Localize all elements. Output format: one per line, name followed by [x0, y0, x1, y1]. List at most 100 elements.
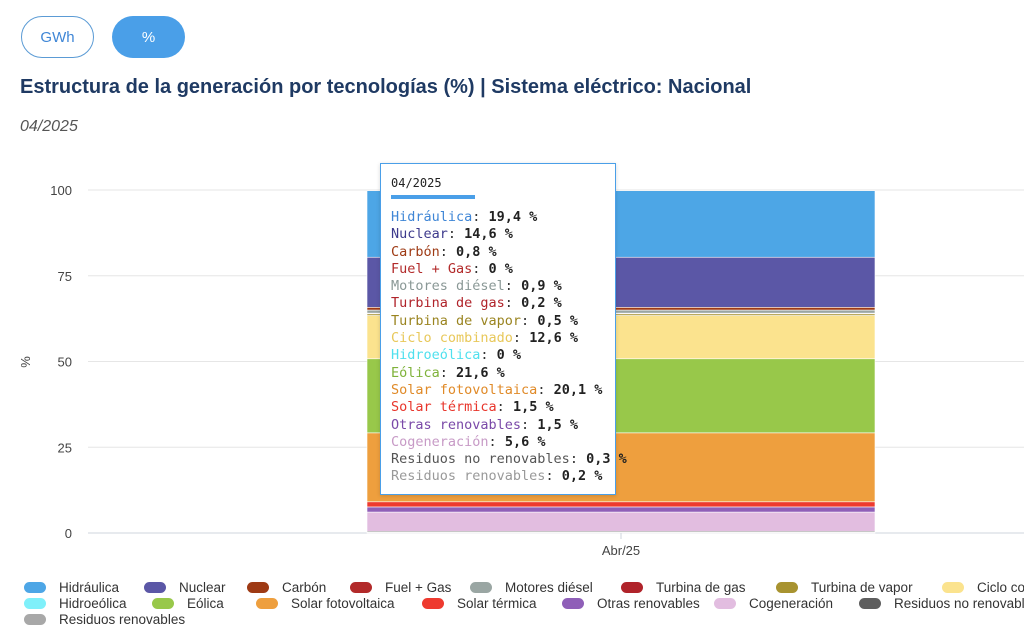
tooltip-row: Solar fotovoltaica: 20,1 %	[391, 382, 615, 399]
legend-swatch-icon	[24, 614, 46, 625]
gwh-toggle-button[interactable]: GWh	[21, 16, 94, 58]
y-tick-label: 100	[50, 183, 72, 198]
tooltip-series-value: 0,2 %	[521, 295, 562, 312]
legend-item[interactable]: Cogeneración	[714, 596, 833, 611]
legend-item[interactable]: Eólica	[152, 596, 224, 611]
tooltip-row: Fuel + Gas: 0 %	[391, 261, 615, 278]
legend-item[interactable]: Fuel + Gas	[350, 580, 451, 595]
tooltip-separator: :	[472, 209, 489, 225]
legend-label: Turbina de vapor	[811, 580, 913, 595]
tooltip-separator: :	[545, 468, 562, 485]
tooltip-series-value: 0 %	[496, 347, 522, 364]
legend-item[interactable]: Solar térmica	[422, 596, 537, 611]
legend-label: Eólica	[187, 596, 224, 611]
legend-item[interactable]: Turbina de vapor	[776, 580, 913, 595]
tooltip-series-name: Nuclear	[391, 226, 448, 243]
tooltip-row: Ciclo combinado: 12,6 %	[391, 330, 615, 347]
tooltip-date: 04/2025	[391, 176, 442, 190]
legend-item[interactable]: Carbón	[247, 580, 326, 595]
legend-label: Solar térmica	[457, 596, 537, 611]
tooltip-rows: Hidráulica: 19,4 % Nuclear: 14,6 % Carbón:…	[391, 209, 627, 486]
percent-toggle-button[interactable]: %	[112, 16, 185, 58]
legend-label: Residuos renovables	[59, 612, 186, 627]
legend-item[interactable]: Motores diésel	[470, 580, 593, 595]
bar-segment	[366, 501, 876, 508]
legend-swatch-icon	[422, 598, 444, 609]
legend-item[interactable]: Residuos renovables	[24, 612, 185, 627]
tooltip-row: Carbón: 0,8 %	[391, 244, 615, 261]
legend-swatch-icon	[470, 582, 492, 593]
tooltip-series-name: Hidráulica	[391, 209, 473, 225]
legend-row: Hidroeólica Eólica Solar fotovoltaica Solar…	[24, 596, 1024, 612]
legend-label: Nuclear	[179, 580, 226, 595]
legend-swatch-icon	[942, 582, 964, 593]
tooltip-row: Otras renovables: 1,5 %	[391, 417, 615, 434]
legend-item[interactable]: Nuclear	[144, 580, 226, 595]
tooltip-series-name: Ciclo combinado	[391, 330, 513, 347]
legend-swatch-icon	[247, 582, 269, 593]
tooltip-series-name: Solar térmica	[391, 399, 497, 416]
tooltip-series-value: 0,8 %	[456, 243, 497, 260]
legend-item[interactable]: Hidroeólica	[24, 596, 127, 611]
y-tick-label: 0	[65, 526, 72, 541]
legend-row: Hidráulica Nuclear Carbón Fuel + Gas Motores…	[24, 580, 1024, 596]
tooltip-separator: :	[480, 347, 497, 364]
tooltip-separator: :	[521, 312, 538, 329]
tooltip-series-name: Carbón	[391, 243, 440, 260]
tooltip-series-value: 0,5 %	[537, 312, 578, 329]
tooltip-separator: :	[439, 364, 457, 381]
legend-item[interactable]: Hidráulica	[24, 580, 119, 595]
legend-swatch-icon	[621, 582, 643, 593]
tooltip-series-value: 0,3 %	[586, 451, 627, 468]
tooltip-series-value: 1,5 %	[537, 416, 578, 433]
y-tick-label: 75	[58, 269, 72, 284]
legend-label: Turbina de gas	[656, 580, 746, 595]
legend-swatch-icon	[144, 582, 166, 593]
legend-item[interactable]: Residuos no renovables	[859, 596, 1024, 611]
tooltip-series-name: Cogeneración	[391, 433, 489, 450]
tooltip-row: Turbina de gas: 0,2 %	[391, 295, 615, 312]
tooltip-series-name: Solar fotovoltaica	[391, 381, 538, 398]
legend-swatch-icon	[776, 582, 798, 593]
legend-label: Ciclo combinado	[977, 580, 1024, 595]
tooltip-separator: :	[447, 226, 465, 243]
legend-item[interactable]: Ciclo combinado	[942, 580, 1024, 595]
legend-label: Carbón	[282, 580, 327, 595]
legend-label: Otras renovables	[597, 596, 700, 611]
legend-item[interactable]: Solar fotovoltaica	[256, 596, 395, 611]
tooltip-row: Hidroeólica: 0 %	[391, 347, 615, 364]
legend-swatch-icon	[256, 598, 278, 609]
tooltip-series-value: 19,4 %	[488, 209, 538, 225]
tooltip-separator: :	[488, 433, 505, 450]
tooltip-separator: :	[569, 451, 587, 468]
legend-label: Fuel + Gas	[385, 580, 452, 595]
legend-label: Hidráulica	[59, 580, 120, 595]
tooltip-separator: :	[472, 260, 489, 277]
tooltip-series-name: Eólica	[391, 364, 440, 381]
legend-swatch-icon	[152, 598, 174, 609]
tooltip-series-name: Fuel + Gas	[391, 260, 473, 277]
legend-label: Residuos no renovables	[894, 596, 1024, 611]
tooltip-row: Solar térmica: 1,5 %	[391, 399, 615, 416]
tooltip-series-value: 21,6 %	[456, 364, 505, 381]
legend-swatch-icon	[24, 598, 46, 609]
legend-swatch-icon	[562, 598, 584, 609]
legend-item[interactable]: Otras renovables	[562, 596, 700, 611]
tooltip-series-name: Motores diésel	[391, 278, 505, 295]
bar-segment	[366, 511, 876, 532]
tooltip-row: Motores diésel: 0,9 %	[391, 278, 615, 295]
legend-swatch-icon	[24, 582, 46, 593]
chart-subtitle: 04/2025	[20, 118, 78, 135]
tooltip-series-name: Residuos renovables	[391, 468, 546, 485]
tooltip-series-value: 0,9 %	[521, 278, 562, 295]
chart-legend: Hidráulica Nuclear Carbón Fuel + Gas Motores…	[24, 580, 1024, 628]
legend-item[interactable]: Turbina de gas	[621, 580, 746, 595]
tooltip-row: Cogeneración: 5,6 %	[391, 434, 615, 451]
tooltip-separator: :	[439, 243, 457, 260]
tooltip-row: Eólica: 21,6 %	[391, 365, 615, 382]
y-axis-label: %	[18, 356, 33, 368]
legend-label: Motores diésel	[505, 580, 593, 595]
tooltip-row: Residuos no renovables: 0,3 %	[391, 451, 627, 468]
tooltip-series-name: Hidroeólica	[391, 347, 481, 364]
tooltip-series-value: 0 %	[488, 260, 513, 277]
